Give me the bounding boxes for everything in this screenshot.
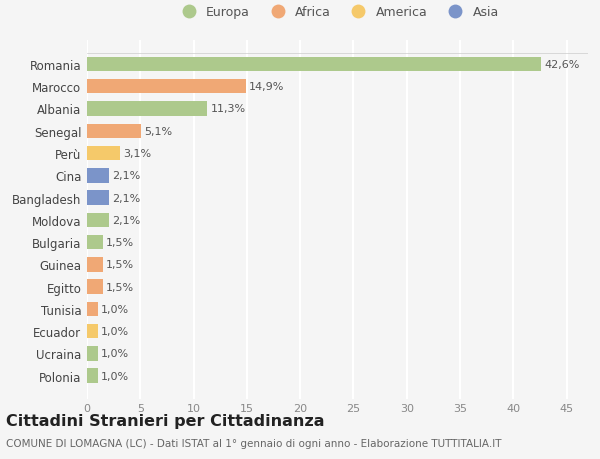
- Bar: [87, 168, 109, 183]
- Text: 2,1%: 2,1%: [113, 171, 141, 181]
- Text: COMUNE DI LOMAGNA (LC) - Dati ISTAT al 1° gennaio di ogni anno - Elaborazione TU: COMUNE DI LOMAGNA (LC) - Dati ISTAT al 1…: [6, 438, 502, 448]
- Bar: [87, 124, 142, 139]
- Text: 2,1%: 2,1%: [113, 215, 141, 225]
- Bar: [87, 146, 120, 161]
- Text: 42,6%: 42,6%: [544, 60, 580, 70]
- Bar: [87, 57, 541, 72]
- Bar: [87, 280, 103, 294]
- Text: 1,5%: 1,5%: [106, 282, 134, 292]
- Text: 5,1%: 5,1%: [145, 127, 173, 136]
- Bar: [87, 80, 246, 94]
- Bar: [87, 191, 109, 205]
- Bar: [87, 369, 98, 383]
- Text: 3,1%: 3,1%: [123, 149, 151, 159]
- Text: 1,0%: 1,0%: [101, 304, 129, 314]
- Text: 2,1%: 2,1%: [113, 193, 141, 203]
- Text: 11,3%: 11,3%: [211, 104, 246, 114]
- Bar: [87, 257, 103, 272]
- Text: 1,5%: 1,5%: [106, 260, 134, 270]
- Bar: [87, 235, 103, 250]
- Text: 1,0%: 1,0%: [101, 371, 129, 381]
- Bar: [87, 347, 98, 361]
- Bar: [87, 213, 109, 228]
- Text: 1,0%: 1,0%: [101, 349, 129, 358]
- Text: 14,9%: 14,9%: [249, 82, 284, 92]
- Bar: [87, 102, 208, 117]
- Text: 1,5%: 1,5%: [106, 238, 134, 247]
- Legend: Europa, Africa, America, Asia: Europa, Africa, America, Asia: [176, 6, 499, 19]
- Bar: [87, 302, 98, 316]
- Text: Cittadini Stranieri per Cittadinanza: Cittadini Stranieri per Cittadinanza: [6, 413, 325, 428]
- Bar: [87, 324, 98, 339]
- Text: 1,0%: 1,0%: [101, 326, 129, 336]
